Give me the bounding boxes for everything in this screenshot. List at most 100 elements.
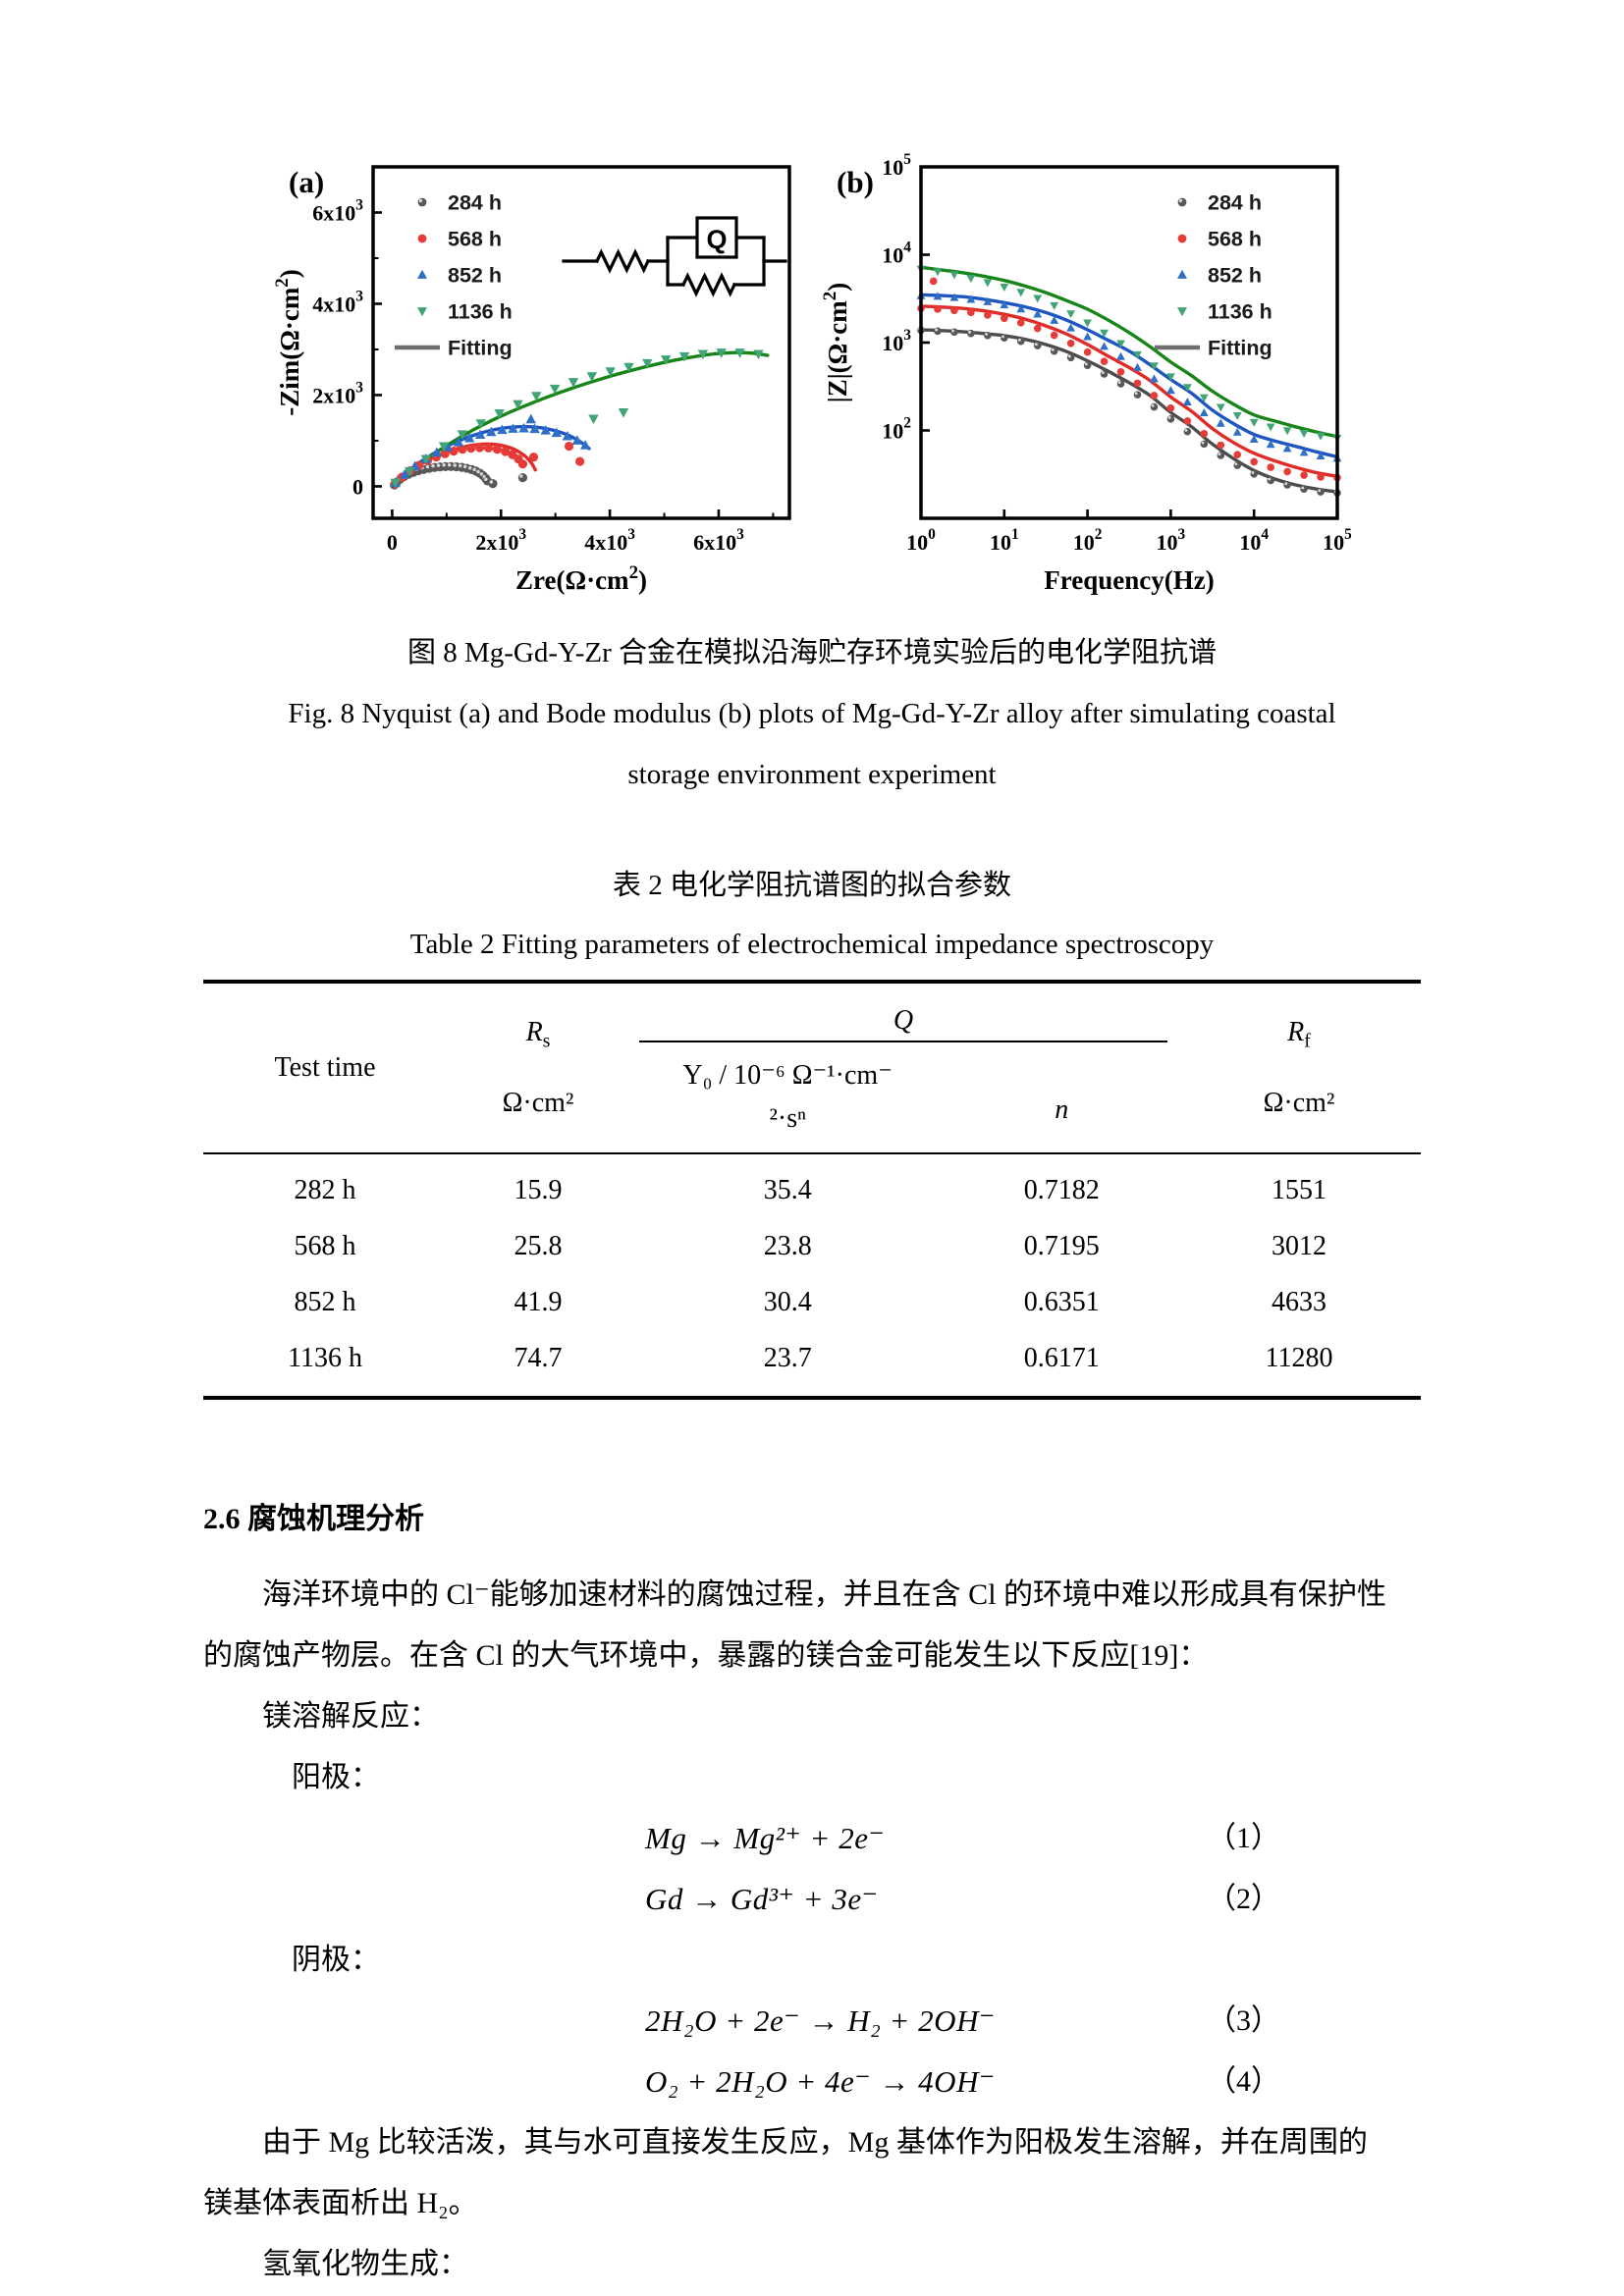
cell-n: 0.6171 [1023,1342,1100,1373]
svg-text:4x103: 4x103 [312,288,363,316]
cell-y0: 30.4 [763,1286,812,1317]
equation-row: 2H₂O + 2e⁻ → H₂ + 2OH⁻ （3） [203,1991,1428,2052]
figure-8: 0 2x103 4x103 6x103 0 2x103 4x103 6x103 Zre(Ω·cm… [0,145,1624,609]
svg-text:104: 104 [1239,526,1269,555]
bode-plot: 100 101 102 103 104 105 102 103 104 105 Frequency(… [820,145,1352,609]
table-row: 1136 h 74.7 23.7 0.6171 11280 [203,1330,1421,1386]
paragraph-line: 由于 Mg 比较活泼，其与水可直接发生反应，Mg 基体作为阳极发生溶解，并在周围… [262,2126,1368,2159]
svg-text:100: 100 [906,526,936,555]
equation-1-number: （1） [1207,1822,1280,1854]
figure-caption-en-line2: storage environment experiment [627,759,997,790]
svg-text:105: 105 [882,151,911,180]
svg-text:1136 h: 1136 h [1208,300,1272,324]
svg-text:6x103: 6x103 [312,196,363,225]
cell-rs: 25.8 [514,1230,563,1261]
figure-caption-zh: 图 8 Mg-Gd-Y-Zr 合金在模拟沿海贮存环境实验后的电化学阻抗谱 [406,637,1218,668]
cell-y0: 23.7 [763,1342,812,1373]
svg-text:0: 0 [387,530,398,555]
paragraph-line: 的腐蚀产物层。在含 Cl 的大气环境中，暴露的镁合金可能发生以下反应[19]： [203,1639,1209,1672]
svg-text:104: 104 [882,240,911,268]
svg-text:2x103: 2x103 [475,526,526,555]
col-header-q: Q [639,984,1167,1042]
equation-row: O₂ + 2H₂O + 4e⁻ → 4OH⁻ （4） [203,2052,1428,2112]
col-header-n: n [1055,1095,1069,1125]
cell-rf: 4633 [1271,1286,1326,1317]
svg-text:Fitting: Fitting [1208,337,1272,360]
svg-text:284 h: 284 h [1208,191,1262,215]
fitting-parameters-table: Test time Rs Ω·cm² Q Y₀ / 10⁻⁶ Ω⁻¹·cm⁻ ²… [203,980,1421,1400]
cell-n: 0.7182 [1023,1174,1100,1205]
table-row: 852 h 41.9 30.4 0.6351 4633 [203,1274,1421,1330]
nyquist-svg: 0 2x103 4x103 6x103 0 2x103 4x103 6x103 Zre(Ω·cm… [272,165,791,595]
paragraph-line: 阴极： [292,1944,380,1976]
col-header-test-time: Test time [274,1052,376,1083]
svg-text:284 h: 284 h [448,191,502,215]
cell-rf: 1551 [1271,1174,1326,1205]
figure-caption-en-line1: Fig. 8 Nyquist (a) and Bode modulus (b) … [288,698,1336,729]
paragraph-line: 氢氧化物生成： [262,2248,468,2280]
svg-text:1136 h: 1136 h [448,300,513,324]
table-row: 282 h 15.9 35.4 0.7182 1551 [203,1162,1421,1218]
svg-text:568 h: 568 h [1208,228,1262,251]
table-title-zh: 表 2 电化学阻抗谱图的拟合参数 [612,870,1011,901]
svg-text:6x103: 6x103 [693,526,744,555]
svg-text:105: 105 [1323,526,1351,555]
svg-text:101: 101 [990,526,1019,555]
figure-caption: 图 8 Mg-Gd-Y-Zr 合金在模拟沿海贮存环境实验后的电化学阻抗谱 Fig… [0,622,1624,805]
equation-row: Mg → Mg²⁺ + 2e⁻ （1） [203,1808,1428,1869]
col-header-y0: Y₀ / 10⁻⁶ Ω⁻¹·cm⁻ ²·sⁿ [682,1060,893,1134]
equation-2-number: （2） [1207,1883,1280,1915]
svg-text:(a): (a) [289,165,324,199]
cell-y0: 35.4 [763,1174,812,1205]
equation-1: Mg → Mg²⁺ + 2e⁻ [645,1821,886,1855]
cell-rf: 11280 [1265,1342,1333,1373]
svg-text:0: 0 [352,474,363,499]
svg-text:Frequency(Hz): Frequency(Hz) [1044,565,1214,595]
svg-text:568 h: 568 h [448,228,502,251]
cell-n: 0.7195 [1023,1230,1100,1261]
svg-text:4x103: 4x103 [584,526,635,555]
cell-rs: 74.7 [514,1342,563,1373]
paragraph-line: 海洋环境中的 Cl⁻能够加速材料的腐蚀过程，并且在含 Cl 的环境中难以形成具有… [262,1578,1387,1611]
svg-text:Fitting: Fitting [448,337,513,360]
table-title-en: Table 2 Fitting parameters of electroche… [409,929,1215,960]
section-2-6: 2.6 腐蚀机理分析 海洋环境中的 Cl⁻能够加速材料的腐蚀过程，并且在含 Cl… [203,1494,1428,2295]
col-header-rs: Rs Ω·cm² [502,1017,574,1118]
svg-text:102: 102 [1073,526,1103,555]
svg-text:103: 103 [882,327,911,355]
table-row: 568 h 25.8 23.8 0.7195 3012 [203,1218,1421,1274]
cell-rf: 3012 [1271,1230,1326,1261]
svg-text:852 h: 852 h [448,264,502,288]
svg-text:103: 103 [1157,526,1186,555]
cell-test-time: 568 h [294,1230,356,1261]
table-titles: 表 2 电化学阻抗谱图的拟合参数 Table 2 Fitting paramet… [0,856,1624,974]
table-body: 282 h 15.9 35.4 0.7182 1551 568 h 25.8 2… [203,1154,1421,1396]
svg-text:Zre(Ω·cm2): Zre(Ω·cm2) [515,562,647,595]
svg-text:Q: Q [706,225,727,254]
equation-3: 2H₂O + 2e⁻ → H₂ + 2OH⁻ [645,2003,996,2038]
svg-text:102: 102 [882,415,911,444]
section-heading: 2.6 腐蚀机理分析 [203,1503,424,1535]
equation-3-number: （3） [1207,2004,1280,2037]
equation-row: Gd → Gd³⁺ + 3e⁻ （2） [203,1869,1428,1930]
nyquist-plot: 0 2x103 4x103 6x103 0 2x103 4x103 6x103 Zre(Ω·cm… [272,145,803,609]
cell-n: 0.6351 [1023,1286,1100,1317]
table-header: Test time Rs Ω·cm² Q Y₀ / 10⁻⁶ Ω⁻¹·cm⁻ ²… [203,984,1421,1154]
svg-text:(b): (b) [837,165,874,199]
equation-4: O₂ + 2H₂O + 4e⁻ → 4OH⁻ [645,2064,996,2099]
cell-y0: 23.8 [763,1230,812,1261]
svg-text:|Z|(Ω·cm2): |Z|(Ω·cm2) [821,283,852,402]
col-header-rf: Rf Ω·cm² [1263,1017,1335,1118]
bode-svg: 100 101 102 103 104 105 102 103 104 105 Frequency(… [820,151,1352,595]
svg-text:-Zim(Ω·cm2): -Zim(Ω·cm2) [273,269,304,416]
paragraph-line: 镁基体表面析出 H₂。 [203,2187,478,2219]
paragraph-line: 阳极： [292,1761,380,1793]
cell-test-time: 282 h [294,1174,356,1205]
paragraph-line: 镁溶解反应： [262,1700,439,1733]
cell-rs: 41.9 [514,1286,563,1317]
cell-test-time: 852 h [294,1286,356,1317]
equation-2: Gd → Gd³⁺ + 3e⁻ [645,1882,879,1916]
equation-4-number: （4） [1207,2065,1280,2098]
cell-rs: 15.9 [514,1174,563,1205]
